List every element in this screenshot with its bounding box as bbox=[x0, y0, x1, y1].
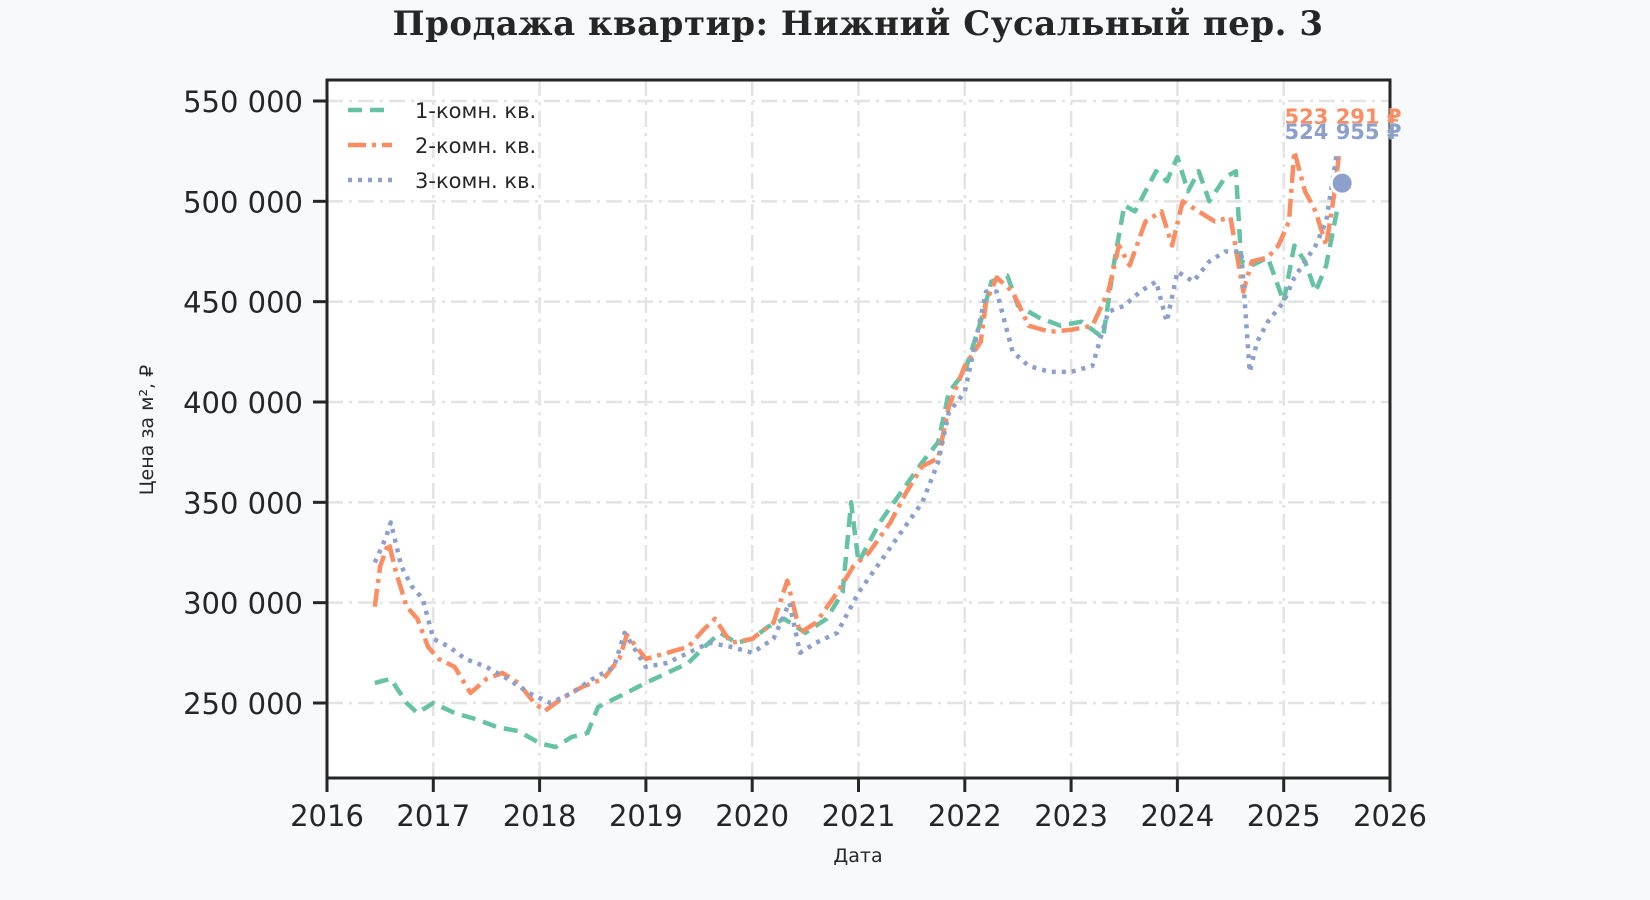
x-tick-label: 2026 bbox=[1353, 799, 1427, 833]
x-tick-label: 2022 bbox=[928, 799, 1002, 833]
y-tick-label: 300 000 bbox=[183, 587, 303, 621]
y-axis: 250 000 300 000 350 000 400 000 450 000 500 0… bbox=[183, 85, 327, 721]
x-tick-label: 2024 bbox=[1140, 799, 1214, 833]
series-group bbox=[372, 148, 1342, 750]
legend-label-2: 2-комн. кв. bbox=[415, 134, 536, 158]
chart-title: Продажа квартир: Нижний Сусальный пер. 3 bbox=[392, 4, 1324, 44]
y-tick-label: 450 000 bbox=[183, 286, 303, 320]
x-tick-label: 2019 bbox=[609, 799, 683, 833]
value-annotation-2: 524 955 ₽ bbox=[1285, 120, 1402, 144]
y-tick-label: 350 000 bbox=[183, 486, 303, 520]
y-tick-label: 250 000 bbox=[183, 687, 303, 721]
value-annotation-1: 523 291 ₽ bbox=[1285, 105, 1402, 129]
series-line-2 bbox=[372, 148, 1342, 714]
x-tick-label: 2016 bbox=[290, 799, 364, 833]
grid-lines bbox=[327, 80, 1390, 778]
x-tick-label: 2017 bbox=[396, 799, 470, 833]
end-point-marker bbox=[1329, 170, 1355, 196]
series-line-1 bbox=[374, 154, 1340, 750]
y-tick-label: 400 000 bbox=[183, 386, 303, 420]
annotations: 523 291 ₽524 955 ₽ bbox=[1284, 105, 1402, 196]
x-tick-label: 2020 bbox=[715, 799, 789, 833]
x-tick-label: 2018 bbox=[503, 799, 577, 833]
x-axis: 2016 2017 2018 2019 2020 2021 2022 2023 2024 2025… bbox=[290, 778, 1427, 833]
legend-label-3: 3-комн. кв. bbox=[415, 169, 536, 193]
x-tick-label: 2021 bbox=[822, 799, 896, 833]
x-tick-label: 2025 bbox=[1247, 799, 1321, 833]
legend-label-1: 1-комн. кв. bbox=[415, 99, 536, 123]
y-axis-label: Цена за м², ₽ bbox=[136, 365, 158, 495]
series-line-3 bbox=[372, 152, 1340, 706]
y-tick-label: 550 000 bbox=[183, 85, 303, 119]
x-tick-label: 2023 bbox=[1034, 799, 1108, 833]
x-axis-label: Дата bbox=[833, 845, 882, 867]
y-tick-label: 500 000 bbox=[183, 185, 303, 219]
legend: 1-комн. кв. 2-комн. кв. 3-комн. кв. bbox=[348, 99, 536, 193]
